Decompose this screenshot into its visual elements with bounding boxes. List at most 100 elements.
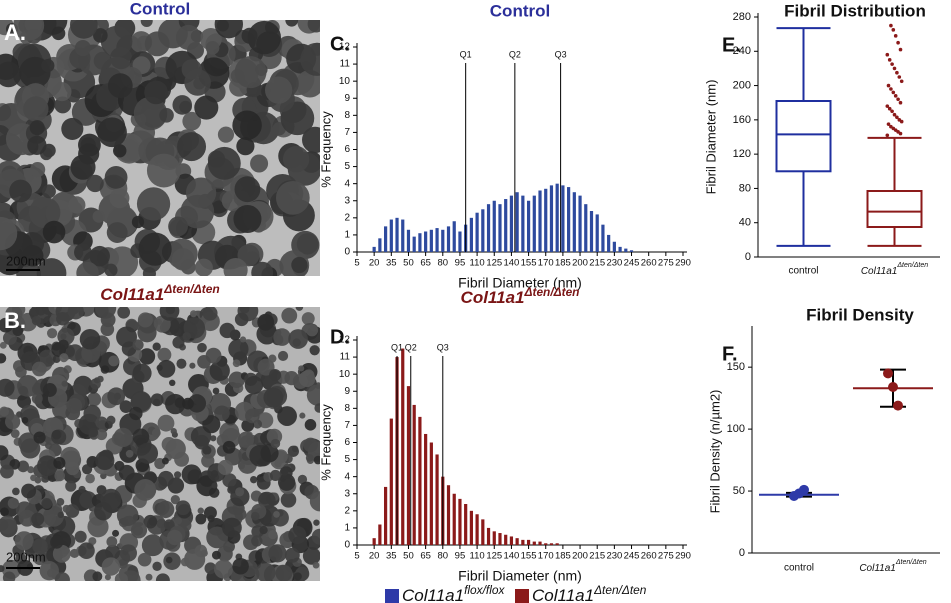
- fibril: [95, 416, 108, 429]
- bar: [492, 531, 496, 545]
- fibril: [210, 435, 217, 442]
- fibril: [106, 415, 116, 425]
- data-point: [799, 484, 809, 495]
- bar: [601, 224, 605, 252]
- bar: [395, 217, 399, 252]
- fibril: [79, 491, 97, 509]
- fibril: [207, 146, 241, 180]
- fibril: [92, 571, 103, 581]
- fibril: [42, 383, 57, 397]
- bar: [567, 187, 571, 252]
- x-tick-label: 215: [589, 551, 605, 562]
- bar: [481, 209, 485, 252]
- fibril: [5, 414, 21, 430]
- fibril: [36, 258, 67, 276]
- fibril: [27, 135, 47, 156]
- outlier: [887, 58, 892, 62]
- bar: [435, 454, 439, 545]
- bar: [515, 192, 519, 252]
- bar: [418, 233, 422, 252]
- fibril: [190, 310, 198, 318]
- fibril: [2, 571, 16, 581]
- fibril: [194, 434, 210, 450]
- fibril: [97, 117, 127, 148]
- bar: [372, 538, 376, 545]
- fibril: [51, 26, 66, 41]
- chart-title: Control: [490, 1, 550, 20]
- bar: [424, 231, 428, 252]
- image-title: Col11a1Δten/Δten: [100, 282, 219, 304]
- fibril: [88, 537, 97, 546]
- fibril: [58, 339, 69, 351]
- fibril: [136, 187, 171, 221]
- fibril: [0, 378, 15, 397]
- chart-title-base: Col11a1: [461, 288, 525, 307]
- fibril: [233, 204, 262, 234]
- fibril: [209, 360, 230, 381]
- bar: [441, 229, 445, 252]
- fibril: [144, 31, 170, 57]
- fibril: [7, 497, 19, 509]
- fibril: [280, 492, 297, 508]
- fibril: [204, 562, 217, 575]
- y-tick-label: 8: [344, 403, 350, 414]
- fibril: [28, 307, 39, 318]
- fibril: [171, 248, 195, 271]
- fibril: [78, 485, 86, 493]
- bar: [561, 185, 565, 252]
- fibril: [214, 559, 234, 579]
- fibril: [96, 375, 104, 383]
- fibril: [2, 331, 17, 346]
- fibril: [140, 20, 153, 27]
- x-tick-label: 5: [354, 551, 359, 562]
- x-tick-label: 155: [521, 258, 537, 269]
- fibril: [275, 564, 293, 581]
- outlier: [886, 83, 891, 88]
- fibril: [203, 506, 217, 520]
- fibril: [137, 323, 157, 343]
- y-tick-label: 0: [344, 540, 350, 551]
- fibril: [297, 474, 308, 485]
- fibril: [150, 393, 164, 407]
- bar: [572, 192, 576, 252]
- fibril: [56, 312, 70, 326]
- y-tick-label: 2: [344, 505, 350, 516]
- fibril: [31, 316, 42, 326]
- fibril: [298, 365, 305, 372]
- fibril: [245, 408, 260, 424]
- panel-label: A.: [4, 20, 26, 45]
- outlier: [891, 90, 896, 95]
- micrograph-texture: [0, 307, 320, 581]
- bar: [412, 236, 416, 252]
- fibril: [281, 307, 298, 324]
- fibril: [237, 431, 254, 448]
- fibril: [152, 561, 162, 572]
- x-tick-label: 80: [438, 258, 449, 269]
- fibril: [305, 324, 319, 337]
- fibril: [172, 95, 193, 115]
- fibril: [59, 353, 69, 363]
- fibril: [282, 145, 310, 173]
- fibril: [106, 222, 128, 243]
- fibril: [29, 196, 61, 229]
- outlier: [897, 118, 902, 122]
- fibril: [52, 82, 72, 102]
- fibril: [312, 561, 320, 569]
- legend-swatch: [515, 589, 529, 603]
- fibril: [241, 27, 258, 44]
- fibril: [284, 547, 300, 563]
- fibril: [0, 515, 17, 534]
- fibril: [217, 545, 233, 562]
- fibril: [114, 572, 129, 581]
- fibril: [85, 473, 95, 484]
- fibril: [107, 387, 126, 406]
- y-tick-label: 1: [344, 230, 350, 241]
- outlier: [893, 34, 898, 38]
- fibril: [175, 500, 191, 516]
- bar: [469, 217, 473, 252]
- fibril: [232, 359, 241, 368]
- fibril: [206, 526, 229, 549]
- fibril: [182, 332, 192, 341]
- fibril: [30, 474, 37, 482]
- fibril: [78, 542, 95, 560]
